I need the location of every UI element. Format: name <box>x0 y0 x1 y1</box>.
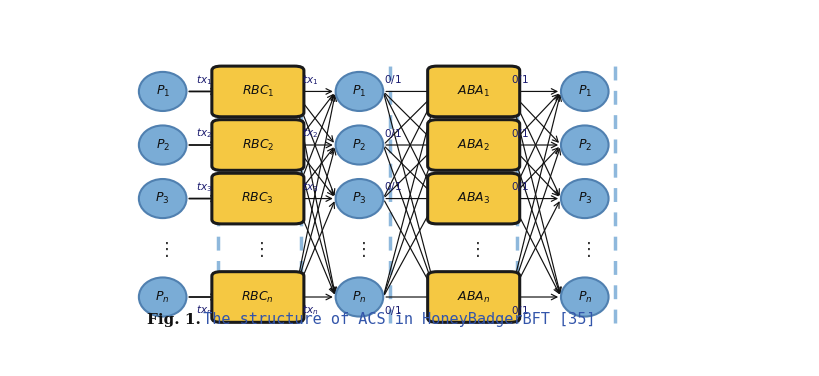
Text: $0/1$: $0/1$ <box>511 180 528 194</box>
Text: $0/1$: $0/1$ <box>511 303 528 317</box>
Text: $0/1$: $0/1$ <box>384 303 401 317</box>
Text: $tx_{3}$: $tx_{3}$ <box>196 180 212 194</box>
Text: $ABA_{2}$: $ABA_{2}$ <box>457 138 490 153</box>
Text: $P_{3}$: $P_{3}$ <box>352 191 367 206</box>
Text: $ABA_{1}$: $ABA_{1}$ <box>457 84 491 99</box>
Text: $\vdots$: $\vdots$ <box>579 240 590 259</box>
Text: $RBC_{1}$: $RBC_{1}$ <box>242 84 274 99</box>
Ellipse shape <box>139 179 187 218</box>
Text: $RBC_{n}$: $RBC_{n}$ <box>242 290 274 305</box>
Ellipse shape <box>139 277 187 317</box>
Text: $\vdots$: $\vdots$ <box>156 240 169 259</box>
Ellipse shape <box>561 72 609 111</box>
Text: $P_{2}$: $P_{2}$ <box>156 138 170 153</box>
Text: $P_{1}$: $P_{1}$ <box>577 84 592 99</box>
Text: $RBC_{2}$: $RBC_{2}$ <box>242 138 274 153</box>
Text: $0/1$: $0/1$ <box>384 73 401 86</box>
Ellipse shape <box>139 126 187 165</box>
Text: $P_{3}$: $P_{3}$ <box>577 191 592 206</box>
Ellipse shape <box>336 126 383 165</box>
Text: $ABA_{n}$: $ABA_{n}$ <box>457 290 491 305</box>
Text: The structure of ACS in HoneyBadgerBFT [35]: The structure of ACS in HoneyBadgerBFT [… <box>194 312 596 327</box>
Text: $tx_{n}$: $tx_{n}$ <box>196 303 212 317</box>
Text: $P_{3}$: $P_{3}$ <box>156 191 170 206</box>
Text: $\vdots$: $\vdots$ <box>468 240 480 259</box>
Text: $tx_{1}$: $tx_{1}$ <box>196 73 212 87</box>
Text: $P_{1}$: $P_{1}$ <box>156 84 170 99</box>
Text: $P_{n}$: $P_{n}$ <box>352 290 367 305</box>
Text: $0/1$: $0/1$ <box>511 127 528 140</box>
Ellipse shape <box>336 277 383 317</box>
FancyBboxPatch shape <box>212 272 304 322</box>
Text: $\vdots$: $\vdots$ <box>252 240 264 259</box>
FancyBboxPatch shape <box>212 66 304 117</box>
Text: $P_{1}$: $P_{1}$ <box>352 84 367 99</box>
Ellipse shape <box>139 72 187 111</box>
Text: $tx_{2}$: $tx_{2}$ <box>196 126 212 140</box>
Ellipse shape <box>561 179 609 218</box>
Text: $0/1$: $0/1$ <box>384 180 401 194</box>
Ellipse shape <box>561 277 609 317</box>
Text: $\vdots$: $\vdots$ <box>354 240 365 259</box>
Text: $P_{2}$: $P_{2}$ <box>577 138 592 153</box>
Text: $P_{2}$: $P_{2}$ <box>352 138 367 153</box>
Text: $P_{n}$: $P_{n}$ <box>577 290 592 305</box>
FancyBboxPatch shape <box>428 173 520 224</box>
FancyBboxPatch shape <box>212 120 304 170</box>
Text: $tx_{1}$: $tx_{1}$ <box>302 73 319 87</box>
Text: $RBC_{3}$: $RBC_{3}$ <box>242 191 274 206</box>
Text: Fig. 1.: Fig. 1. <box>147 314 201 327</box>
Text: $P_{n}$: $P_{n}$ <box>156 290 170 305</box>
FancyBboxPatch shape <box>428 272 520 322</box>
Ellipse shape <box>336 72 383 111</box>
FancyBboxPatch shape <box>428 120 520 170</box>
Ellipse shape <box>561 126 609 165</box>
Text: $0/1$: $0/1$ <box>511 73 528 86</box>
FancyBboxPatch shape <box>212 173 304 224</box>
Text: $tx_{3}$: $tx_{3}$ <box>302 180 319 194</box>
Ellipse shape <box>336 179 383 218</box>
Text: $tx_{2}$: $tx_{2}$ <box>302 126 319 140</box>
Text: $0/1$: $0/1$ <box>384 127 401 140</box>
FancyBboxPatch shape <box>428 66 520 117</box>
Text: $tx_{n}$: $tx_{n}$ <box>302 303 319 317</box>
Text: $ABA_{3}$: $ABA_{3}$ <box>457 191 491 206</box>
